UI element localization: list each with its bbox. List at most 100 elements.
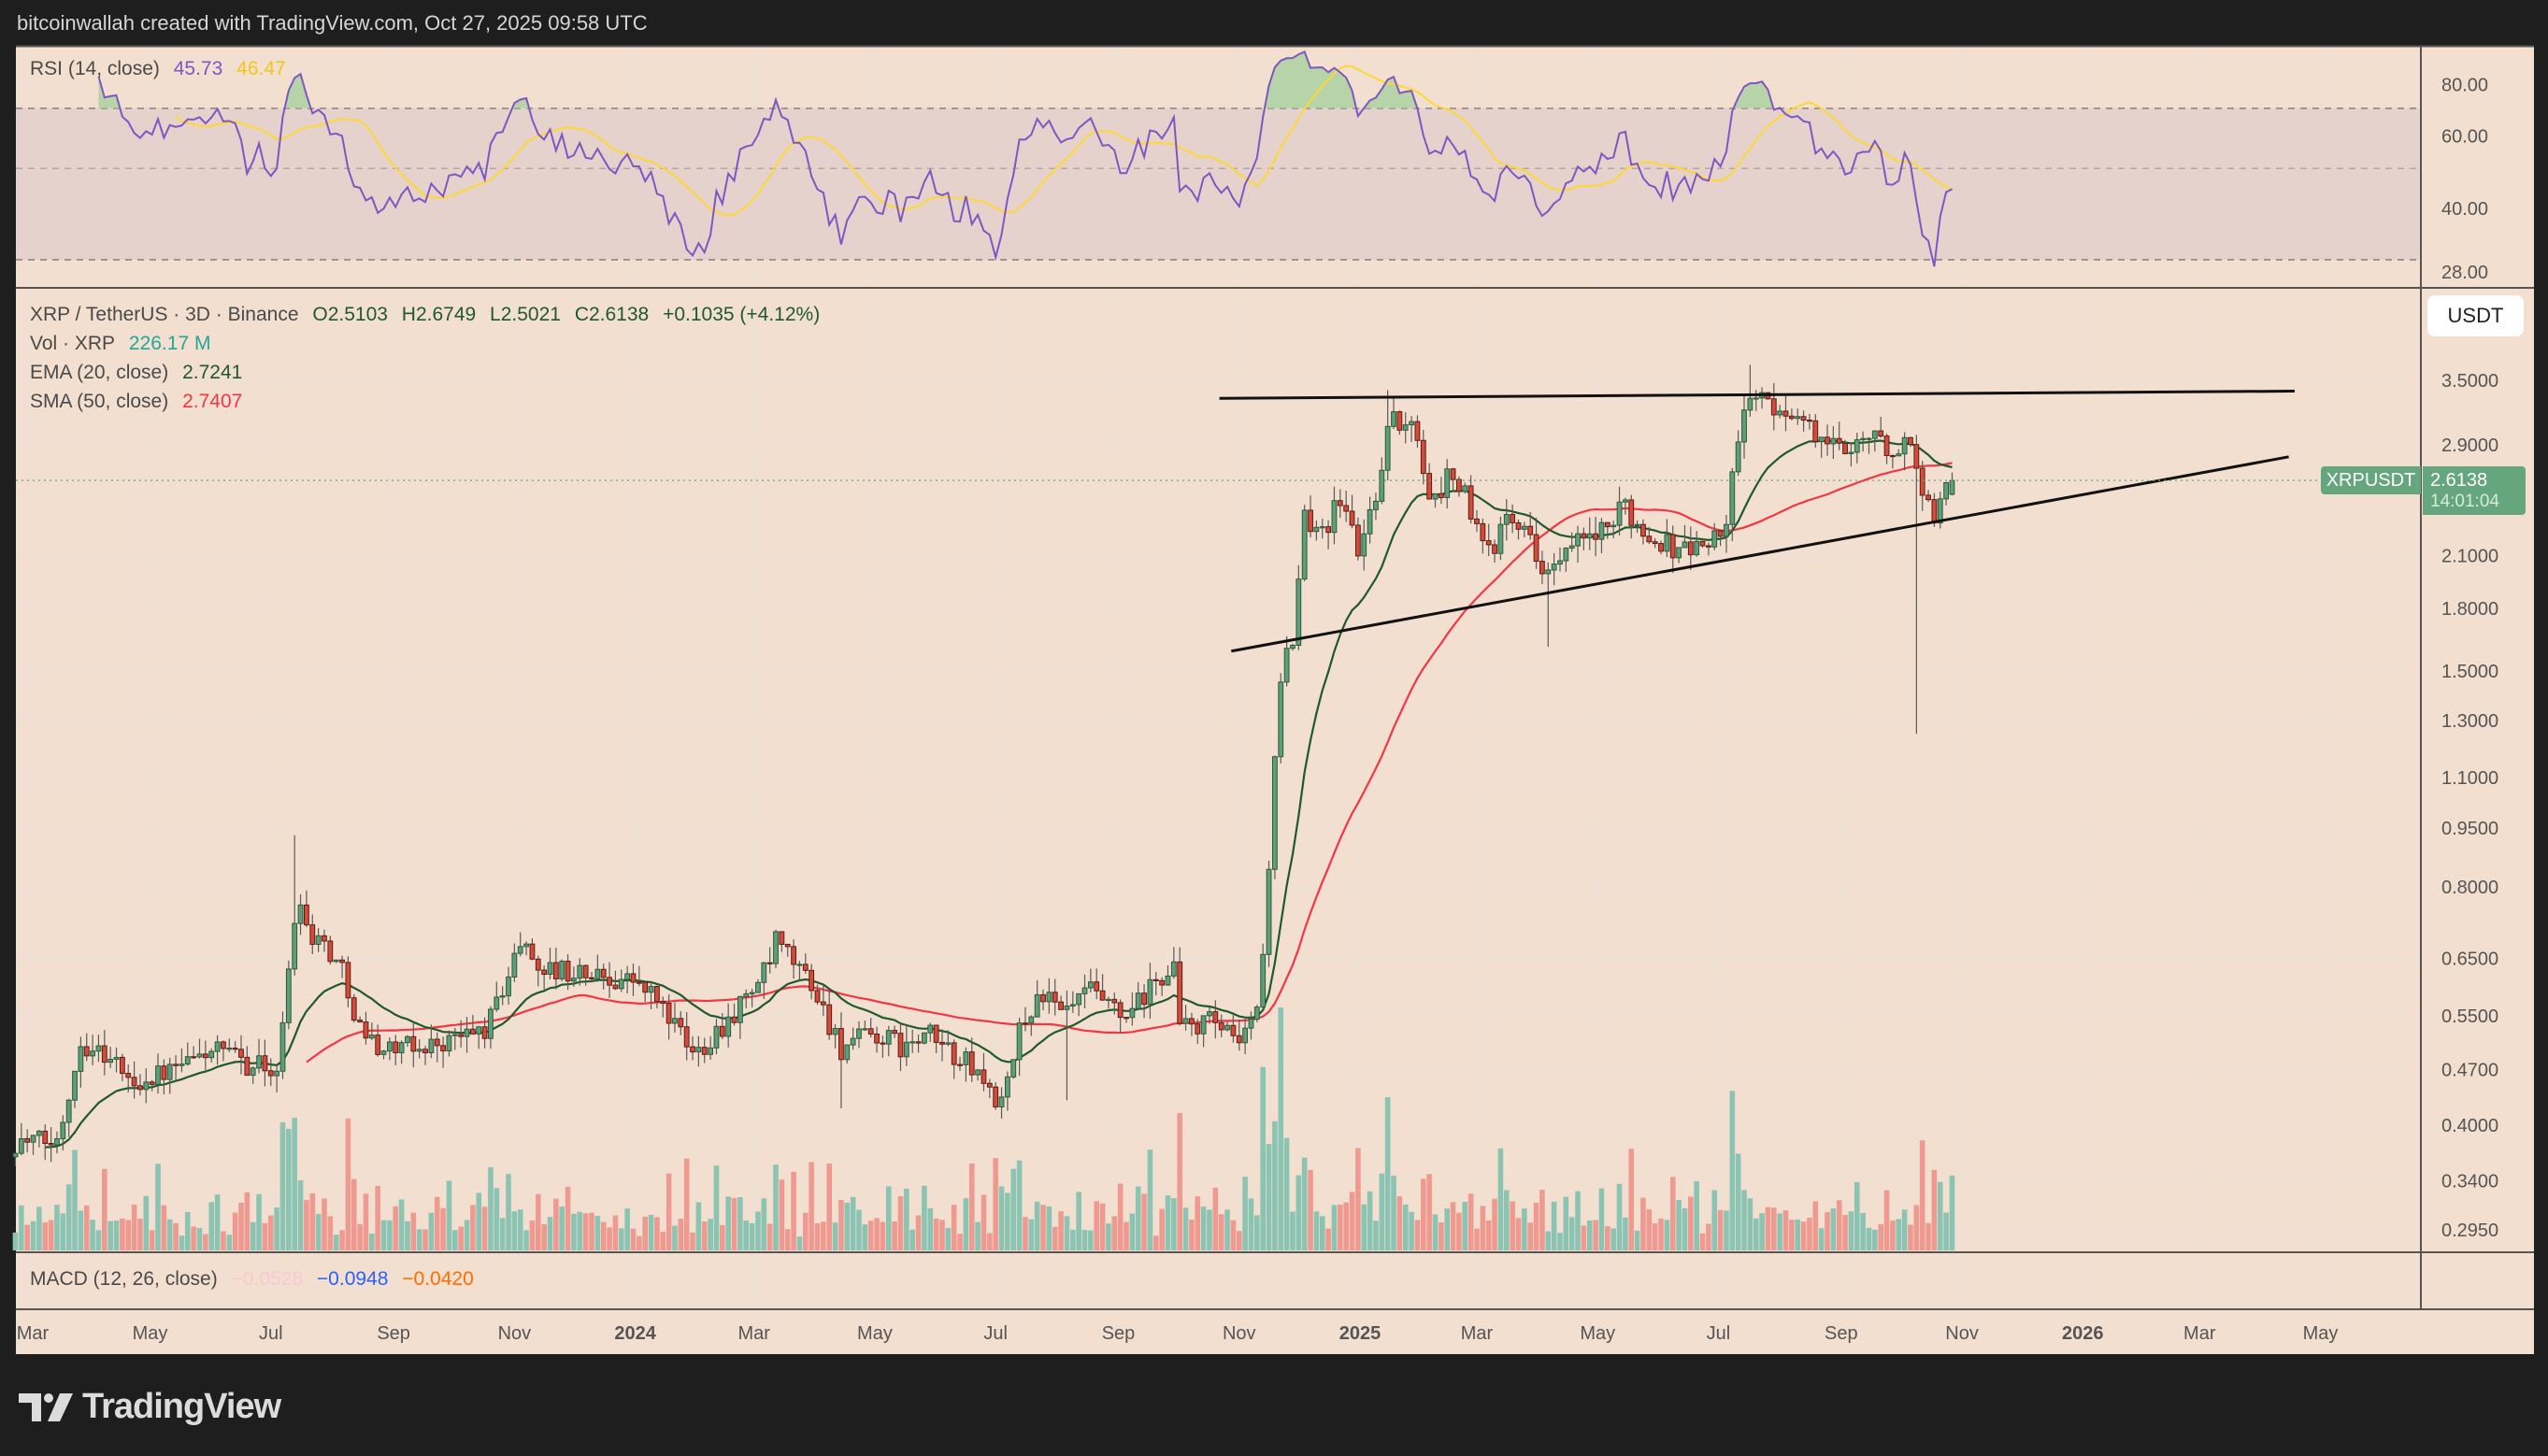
candle [48, 1127, 54, 1163]
tradingview-logo[interactable]: TradingView [19, 1387, 281, 1427]
candle [779, 931, 785, 952]
candle [678, 1011, 684, 1035]
candle-body [1492, 544, 1497, 554]
volume-bar [267, 1215, 274, 1250]
candle-body [1467, 485, 1474, 520]
candle [95, 1035, 102, 1063]
candle-body [892, 1030, 898, 1035]
currency-button[interactable]: USDT [2427, 295, 2524, 336]
volume-bar [1034, 1201, 1040, 1250]
volume-bar [393, 1206, 399, 1250]
candle [1628, 494, 1635, 539]
candle [773, 929, 779, 969]
candle [184, 1042, 191, 1066]
volume-bar [880, 1221, 886, 1250]
candle [393, 1035, 399, 1066]
candle [1177, 947, 1183, 1026]
candle [802, 953, 809, 974]
candle [1135, 981, 1141, 1010]
candle-body [719, 1025, 725, 1037]
volume-bar [993, 1158, 998, 1250]
ohlc-open: O2.5103 [312, 304, 388, 325]
ema-label[interactable]: EMA (20, close) [30, 362, 169, 383]
candle-body [1290, 645, 1295, 649]
volume-bar [78, 1210, 84, 1250]
candle-body [1028, 1016, 1035, 1024]
candle-body [998, 1096, 1005, 1107]
candle [1503, 499, 1510, 541]
candle [1616, 486, 1623, 535]
volume-bar [1159, 1208, 1165, 1250]
volume-bar [1338, 1204, 1343, 1250]
candle [368, 1022, 375, 1040]
candle-body [826, 1004, 833, 1035]
candle [791, 939, 796, 979]
volume-bar [1931, 1169, 1938, 1250]
candle [1159, 977, 1166, 996]
candle [1200, 1015, 1207, 1048]
volume-bar [214, 1194, 221, 1250]
candle [1331, 486, 1338, 545]
candle [552, 947, 559, 990]
candle-body [648, 986, 654, 993]
candle-body [963, 1051, 969, 1065]
volume-bar [226, 1235, 233, 1250]
candle-body [107, 1059, 114, 1063]
candle-body [410, 1035, 417, 1052]
candle [458, 1020, 465, 1048]
candle [1515, 519, 1522, 540]
volume-bar [1724, 1210, 1729, 1250]
macd-label[interactable]: MACD (12, 26, close) [30, 1268, 218, 1290]
volume-bar [885, 1186, 892, 1250]
candle [1034, 979, 1040, 1018]
volume-bar [571, 1213, 577, 1250]
volume-bar [987, 1233, 993, 1250]
candle [173, 1055, 179, 1081]
candle-body [1379, 469, 1385, 502]
candle [1343, 490, 1350, 522]
volume-bar [1551, 1201, 1557, 1250]
volume-bar [1467, 1193, 1474, 1250]
candle [1646, 526, 1653, 545]
candle-body [1848, 451, 1854, 454]
candle [1925, 490, 1931, 503]
candle [701, 1037, 708, 1063]
candle-body [54, 1138, 60, 1146]
candle-body [1094, 981, 1100, 992]
candle-body [708, 1047, 713, 1055]
volume-bar [642, 1216, 648, 1250]
volume-bar [1462, 1202, 1468, 1250]
candle-body [867, 1028, 874, 1035]
candle-body [238, 1049, 244, 1058]
volume-bar [54, 1205, 60, 1250]
candle-body [1586, 533, 1593, 539]
symbol-title[interactable]: XRP / TetherUS · 3D · Binance [30, 304, 299, 325]
time-axis-label: Nov [1945, 1323, 1979, 1344]
candle [1396, 410, 1403, 435]
candle-body [1052, 992, 1058, 1003]
volume-label[interactable]: Vol · XRP [30, 333, 116, 354]
candle-body [458, 1034, 465, 1037]
candle [1883, 433, 1890, 464]
candle-body [986, 1082, 993, 1088]
candle [42, 1124, 49, 1161]
volume-bar [1539, 1190, 1545, 1250]
volume-bar [796, 1236, 803, 1250]
volume-bar [565, 1186, 571, 1250]
candle-body [1610, 524, 1617, 528]
candle [559, 959, 565, 982]
candle [1058, 995, 1064, 1010]
volume-bar [1557, 1233, 1563, 1250]
candle-body [1010, 1059, 1017, 1078]
candle [814, 984, 821, 1006]
price-axis-label: 0.3400 [2441, 1172, 2498, 1192]
candle [1901, 432, 1908, 471]
volume-bar [939, 1220, 945, 1250]
sma-label[interactable]: SMA (50, close) [30, 391, 169, 412]
candle-body [1788, 415, 1795, 420]
candle-body [1782, 410, 1789, 417]
candle-body [1753, 397, 1759, 400]
candle [1682, 524, 1688, 549]
candle-body [446, 1035, 452, 1052]
